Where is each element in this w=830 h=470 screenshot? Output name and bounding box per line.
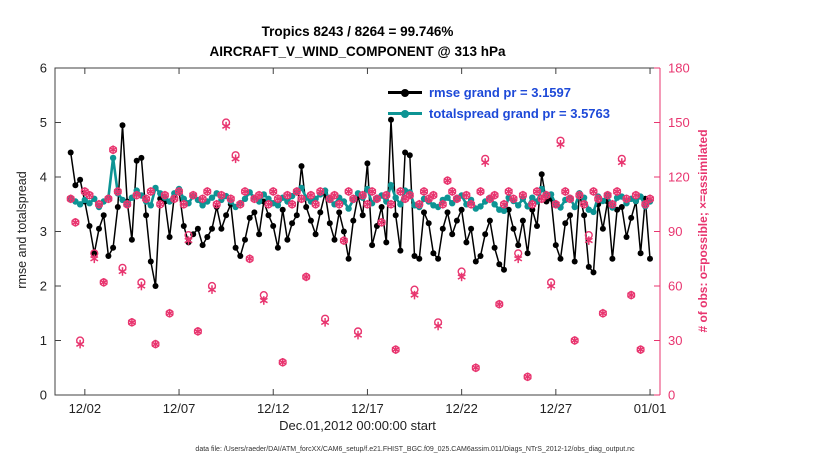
y-tick-label-right: 150 xyxy=(668,115,690,130)
legend-marker-rmse xyxy=(388,88,422,97)
data-file-caption: data file: /Users/raeder/DAI/ATM_forcXX/… xyxy=(195,446,635,453)
chart-title-line2: AIRCRAFT_V_WIND_COMPONENT @ 313 hPa xyxy=(209,44,506,59)
y-tick-label-right: 30 xyxy=(668,333,682,348)
y-tick-label-left: 1 xyxy=(40,333,47,348)
x-tick-label: 12/17 xyxy=(351,401,384,416)
legend-label-rmse: rmse grand pr = 3.1597 xyxy=(429,85,571,100)
y-axis-label-left: rmse and totalspread xyxy=(15,171,29,289)
y-axis-left-ticks: 0 1 2 3 4 5 6 xyxy=(40,61,61,403)
y-tick-label-left: 0 xyxy=(40,388,47,403)
y-tick-label-right: 120 xyxy=(668,170,690,185)
legend-label-totalspread: totalspread grand pr = 3.5763 xyxy=(429,106,610,121)
y-tick-label-right: 0 xyxy=(668,388,675,403)
y-axis-label-right: # of obs: o=possible; ×=assimilated xyxy=(696,129,710,333)
x-tick-label: 01/01 xyxy=(634,401,667,416)
y-tick-label-right: 90 xyxy=(668,224,682,239)
y-tick-label-left: 5 xyxy=(40,115,47,130)
x-tick-label: 12/22 xyxy=(445,401,478,416)
chart-title-line1: Tropics 8243 / 8264 = 99.746% xyxy=(261,24,454,39)
y-tick-label-left: 2 xyxy=(40,279,47,294)
legend-row-totalspread: totalspread grand pr = 3.5763 xyxy=(388,103,610,124)
x-tick-label: 12/12 xyxy=(257,401,290,416)
legend-row-rmse: rmse grand pr = 3.1597 xyxy=(388,82,610,103)
x-tick-label: 12/02 xyxy=(69,401,102,416)
x-axis-label: Dec.01,2012 00:00:00 start xyxy=(279,418,436,433)
x-axis-ticks: 12/02 12/07 12/12 12/17 12/22 12/27 01/01 xyxy=(69,68,667,416)
y-tick-label-left: 4 xyxy=(40,170,47,185)
y-tick-label-right: 60 xyxy=(668,279,682,294)
legend: rmse grand pr = 3.1597 totalspread grand… xyxy=(388,82,610,124)
x-tick-label: 12/27 xyxy=(540,401,573,416)
y-tick-label-left: 6 xyxy=(40,61,47,76)
y-axis-right-ticks: 0 30 60 90 120 150 180 xyxy=(654,61,690,403)
rmse-series xyxy=(67,116,653,289)
y-tick-label-left: 3 xyxy=(40,224,47,239)
legend-marker-totalspread xyxy=(388,109,422,118)
obs-assimilated-series xyxy=(66,121,655,382)
x-tick-label: 12/07 xyxy=(163,401,196,416)
y-tick-label-right: 180 xyxy=(668,61,690,76)
